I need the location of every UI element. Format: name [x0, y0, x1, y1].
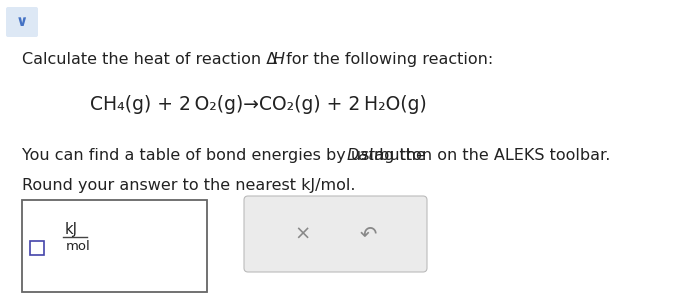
Text: kJ: kJ: [65, 222, 78, 237]
Text: Data: Data: [347, 148, 385, 163]
FancyBboxPatch shape: [244, 196, 427, 272]
Text: You can find a table of bond energies by using the: You can find a table of bond energies by…: [22, 148, 431, 163]
FancyBboxPatch shape: [30, 241, 44, 255]
Text: Round your answer to the nearest kJ/mol.: Round your answer to the nearest kJ/mol.: [22, 178, 355, 193]
Text: ∨: ∨: [16, 14, 28, 30]
Text: CH₄(g) + 2 O₂(g)→CO₂(g) + 2 H₂O(g): CH₄(g) + 2 O₂(g)→CO₂(g) + 2 H₂O(g): [90, 95, 427, 114]
FancyBboxPatch shape: [6, 7, 38, 37]
Text: H: H: [273, 52, 285, 67]
Text: button on the ALEKS toolbar.: button on the ALEKS toolbar.: [374, 148, 611, 163]
Text: ×: ×: [295, 225, 311, 244]
Text: ↶: ↶: [359, 224, 377, 244]
Text: for the following reaction:: for the following reaction:: [281, 52, 493, 67]
FancyBboxPatch shape: [22, 200, 207, 292]
Text: Calculate the heat of reaction Δ: Calculate the heat of reaction Δ: [22, 52, 277, 67]
Text: mol: mol: [66, 240, 91, 253]
